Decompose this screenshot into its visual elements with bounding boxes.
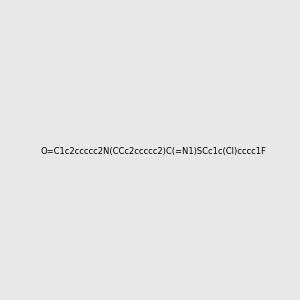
Text: O=C1c2ccccc2N(CCc2ccccc2)C(=N1)SCc1c(Cl)cccc1F: O=C1c2ccccc2N(CCc2ccccc2)C(=N1)SCc1c(Cl)… bbox=[41, 147, 267, 156]
